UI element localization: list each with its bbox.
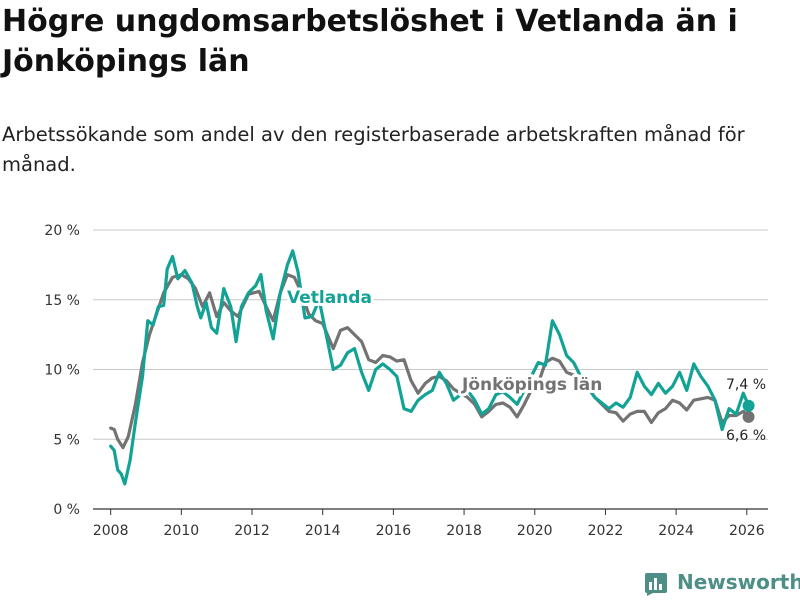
x-tick-label: 2022 bbox=[588, 523, 624, 539]
chart-title: Högre ungdomsarbetslöshet i Vetlanda än … bbox=[2, 4, 738, 79]
x-tick-label: 2008 bbox=[93, 523, 129, 539]
series-line-vetlanda bbox=[109, 249, 751, 486]
x-tick-label: 2020 bbox=[517, 523, 553, 539]
y-tick-label: 20 % bbox=[44, 223, 80, 239]
x-tick-label: 2014 bbox=[305, 523, 341, 539]
series-label-vetlanda-halo: Vetlanda bbox=[287, 288, 372, 308]
series-endpoint-vetlanda bbox=[742, 399, 755, 412]
y-tick-label: 15 % bbox=[44, 293, 80, 309]
y-tick-label: 10 % bbox=[44, 363, 80, 379]
newsworthy-logo: Newsworthy bbox=[644, 569, 800, 597]
x-tick-label: 2024 bbox=[658, 523, 694, 539]
y-tick-label: 5 % bbox=[53, 432, 80, 448]
series-line-j-nk-pings-l-n bbox=[109, 273, 751, 450]
series-label-jonkopings-lan-halo: Jönköpings län bbox=[461, 375, 602, 395]
x-tick-label: 2026 bbox=[729, 523, 765, 539]
x-tick-label: 2010 bbox=[164, 523, 200, 539]
end-value-label-jonkopings-lan: 6,6 % bbox=[726, 428, 766, 444]
bar-chart-logo-icon bbox=[645, 573, 667, 596]
y-tick-label: 0 % bbox=[53, 502, 80, 518]
series-label-vetlanda: Vetlanda bbox=[287, 288, 372, 308]
chart-subtitle: Arbetssökande som andel av den registerb… bbox=[2, 123, 745, 176]
series-label-jonkopings-lan: Jönköpings län bbox=[461, 375, 602, 395]
logo-text: Newsworthy bbox=[677, 570, 800, 594]
x-tick-label: 2018 bbox=[446, 523, 482, 539]
series-endpoint-j-nk-pings-l-n bbox=[742, 410, 755, 423]
x-tick-label: 2012 bbox=[234, 523, 270, 539]
x-tick-label: 2016 bbox=[376, 523, 412, 539]
end-value-label-vetlanda: 7,4 % bbox=[726, 377, 766, 393]
